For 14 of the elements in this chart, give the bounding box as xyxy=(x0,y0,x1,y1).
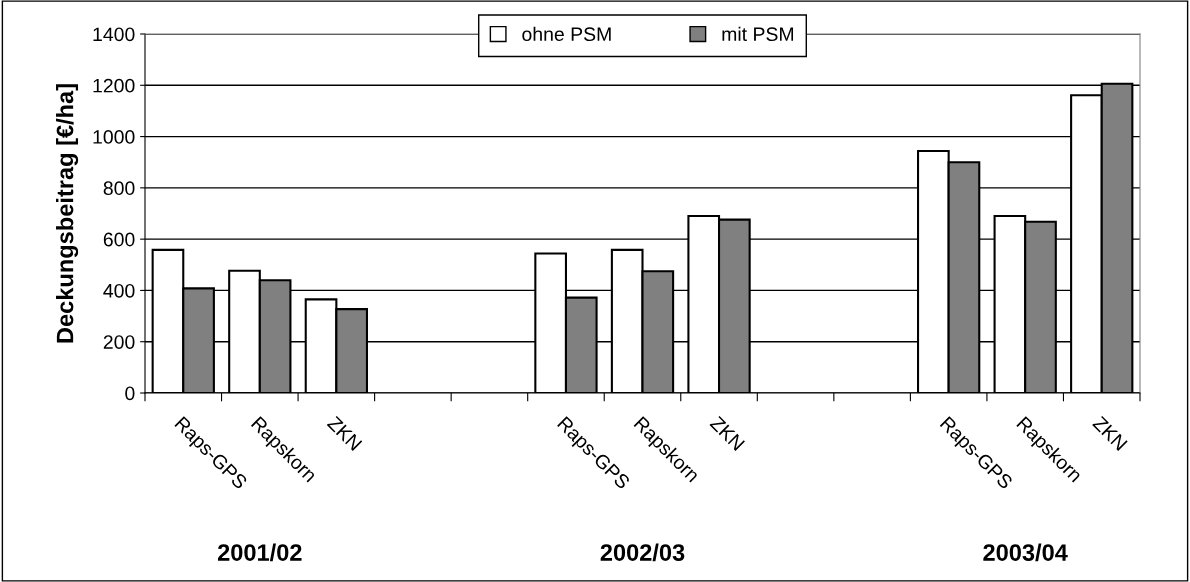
y-tick-label: 1000 xyxy=(93,130,135,144)
legend-label: mit PSM xyxy=(722,26,794,42)
y-tick-label: 1400 xyxy=(93,27,135,42)
y-tick-label: 800 xyxy=(103,181,135,196)
text: 2001/02 xyxy=(217,543,302,562)
y-tick-label: 200 xyxy=(103,335,135,349)
y-tick-label: 0 xyxy=(125,386,135,401)
text: 2003/04 xyxy=(983,543,1068,562)
legend-label: ohne PSM xyxy=(522,26,611,42)
y-tick-label: 600 xyxy=(103,232,135,247)
text: 2002/03 xyxy=(600,543,685,562)
y-axis-title: Deckungsbeitrag [€/ha] xyxy=(56,84,79,343)
y-tick-label: 1200 xyxy=(93,78,135,93)
y-tick-label: 400 xyxy=(103,283,135,298)
